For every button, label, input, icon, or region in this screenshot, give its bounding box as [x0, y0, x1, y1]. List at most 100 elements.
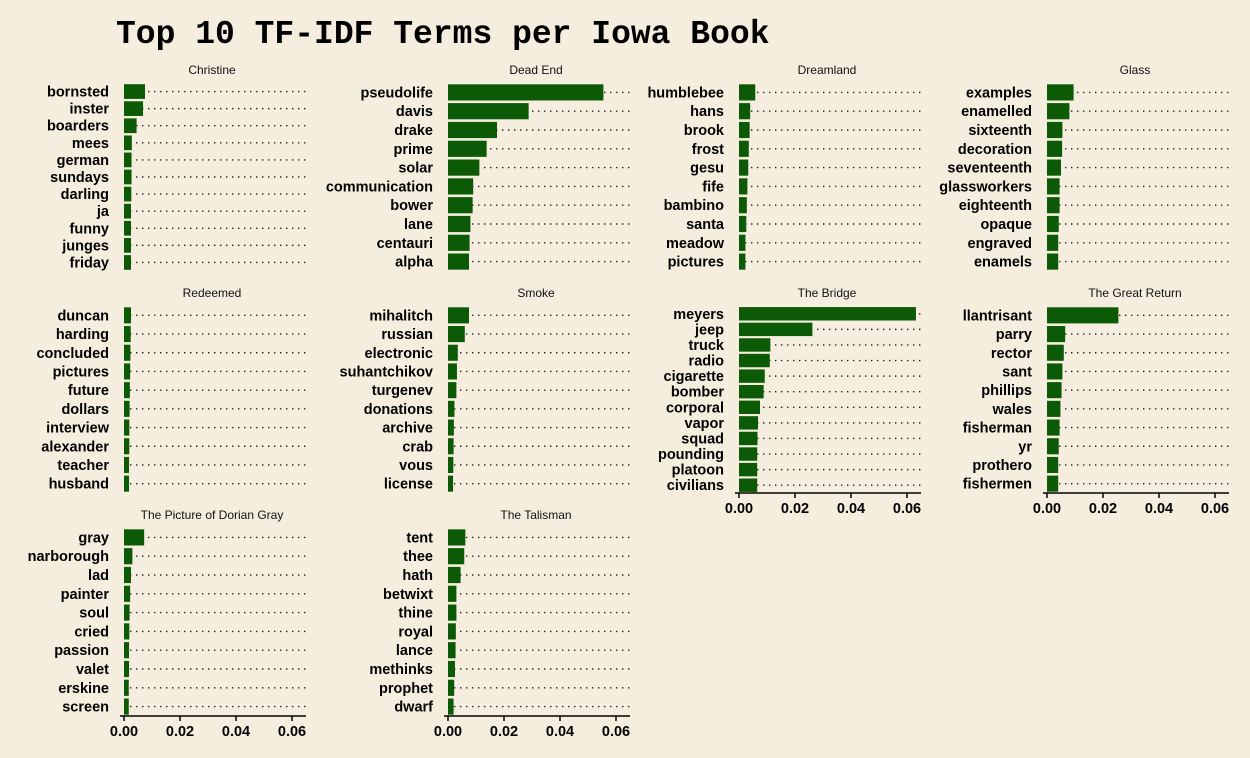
term-label: crab	[402, 439, 433, 455]
term-label: darling	[61, 187, 109, 203]
bar-glassworkers	[1047, 178, 1060, 195]
term-label: funny	[70, 221, 109, 237]
x-tick-label: 0.04	[1145, 501, 1173, 517]
term-label: prime	[394, 142, 434, 158]
term-label: methinks	[369, 662, 433, 678]
bar-engraved	[1047, 234, 1059, 251]
bar-llantrisant	[1047, 307, 1119, 324]
panel-the-bridge: The Bridge meyersjeeptruckradiocigaretteb…	[658, 286, 921, 517]
bar-hans	[739, 103, 751, 120]
chart-title: Top 10 TF-IDF Terms per Iowa Book	[116, 16, 770, 53]
panel-title: Smoke	[517, 286, 555, 300]
bar-rector	[1047, 344, 1064, 361]
bar-royal	[448, 623, 456, 640]
x-tick-label: 0.06	[893, 501, 921, 517]
bar-mihalitch	[448, 307, 469, 324]
term-label: archive	[382, 421, 433, 437]
term-label: vapor	[685, 416, 725, 432]
bar-pounding	[739, 447, 758, 461]
term-label: parry	[996, 327, 1032, 343]
term-label: betwixt	[383, 587, 433, 603]
term-label: platoon	[672, 463, 724, 479]
bar-pseudolife	[448, 84, 604, 101]
term-label: opaque	[980, 217, 1032, 233]
bar-valet	[124, 660, 130, 678]
bar-bambino	[739, 197, 747, 214]
term-label: teacher	[57, 458, 109, 474]
bar-methinks	[448, 660, 455, 678]
term-label: lane	[404, 217, 433, 233]
bar-license	[448, 475, 454, 492]
panel-title: Glass	[1120, 63, 1151, 77]
term-label: frost	[692, 142, 724, 158]
x-tick-label: 0.00	[434, 724, 462, 740]
bar-alexander	[124, 438, 130, 455]
term-label: dollars	[61, 402, 109, 418]
term-label: meyers	[673, 307, 724, 323]
term-label: truck	[689, 338, 725, 354]
bar-donations	[448, 400, 455, 417]
bar-drake	[448, 121, 497, 139]
term-label: duncan	[57, 308, 109, 324]
x-tick-label: 0.00	[110, 724, 138, 740]
bar-yr	[1047, 438, 1059, 455]
bar-mees	[124, 135, 132, 151]
term-label: pseudolife	[360, 85, 433, 101]
term-label: centauri	[377, 236, 433, 252]
term-label: ja	[96, 204, 110, 220]
term-label: friday	[70, 255, 110, 271]
term-label: prophet	[379, 681, 433, 697]
bar-centauri	[448, 234, 470, 251]
term-label: inster	[70, 102, 110, 118]
bar-communication	[448, 178, 474, 195]
term-label: sixteenth	[968, 123, 1032, 139]
term-label: passion	[54, 643, 109, 659]
term-label: fisherman	[963, 421, 1032, 437]
term-label: suhantchikov	[340, 364, 433, 380]
term-label: gray	[78, 530, 109, 546]
bar-pictures	[124, 363, 131, 380]
bar-parry	[1047, 326, 1066, 343]
bar-gesu	[739, 159, 749, 176]
term-label: soul	[79, 606, 109, 622]
bar-vapor	[739, 416, 759, 430]
bar-junges	[124, 238, 131, 253]
term-label: interview	[46, 421, 110, 437]
bar-davis	[448, 103, 529, 120]
bar-platoon	[739, 462, 758, 477]
term-label: vous	[399, 458, 433, 474]
term-label: husband	[49, 477, 109, 493]
bar-bower	[448, 197, 473, 214]
term-label: bower	[390, 198, 433, 214]
bar-solar	[448, 159, 480, 176]
x-tick-label: 0.06	[278, 724, 306, 740]
x-tick-label: 0.02	[1089, 501, 1117, 517]
x-tick-label: 0.04	[837, 501, 865, 517]
bar-soul	[124, 604, 130, 621]
term-label: humblebee	[647, 85, 724, 101]
term-label: glassworkers	[939, 179, 1032, 195]
bar-friday	[124, 255, 131, 270]
term-label: lance	[396, 643, 433, 659]
term-label: gesu	[690, 161, 724, 177]
bar-sixteenth	[1047, 121, 1063, 139]
bar-decoration	[1047, 140, 1063, 157]
term-label: sant	[1002, 364, 1032, 380]
term-label: cigarette	[664, 369, 724, 385]
term-label: santa	[686, 217, 725, 233]
bar-corporal	[739, 400, 760, 414]
term-label: mihalitch	[369, 308, 433, 324]
term-label: royal	[398, 624, 433, 640]
term-label: eighteenth	[959, 198, 1032, 214]
panel-title: Christine	[188, 63, 236, 77]
panel-the-picture-of-dorian-gray: The Picture of Dorian Gray gray narborough…	[28, 508, 306, 740]
term-label: future	[68, 383, 109, 399]
bar-bornsted	[124, 84, 145, 99]
x-tick-label: 0.06	[1201, 501, 1229, 517]
bar-darling	[124, 186, 132, 202]
term-label: davis	[396, 104, 433, 120]
term-label: donations	[364, 402, 433, 418]
panel-title: The Bridge	[798, 286, 857, 300]
term-label: examples	[966, 85, 1032, 101]
